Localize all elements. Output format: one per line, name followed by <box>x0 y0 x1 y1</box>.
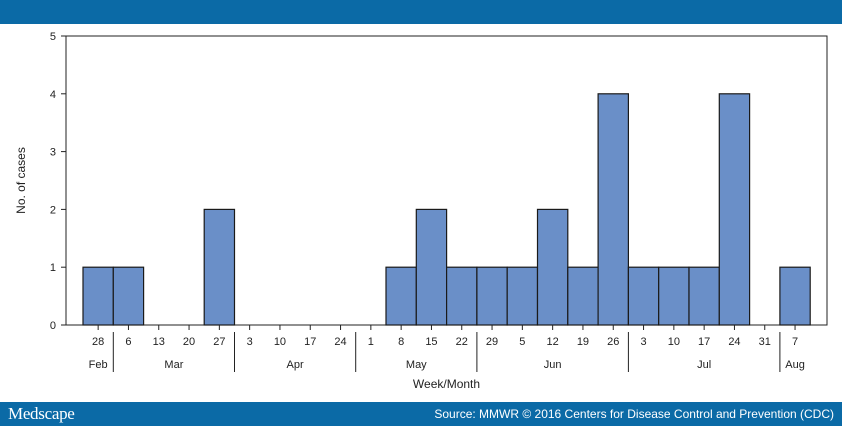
bar[interactable] <box>82 266 114 326</box>
source-credit: Source: MMWR © 2016 Centers for Disease … <box>434 407 834 421</box>
top-banner <box>0 0 842 24</box>
bar[interactable] <box>779 266 811 326</box>
y-tick-label: 3 <box>50 147 56 159</box>
x-tick-label: 29 <box>486 336 498 348</box>
bar[interactable] <box>112 266 145 326</box>
x-tick-label: 5 <box>519 336 525 348</box>
x-tick-label: 27 <box>213 336 225 348</box>
bar[interactable] <box>627 266 660 326</box>
footer-bar: Medscape Source: MMWR © 2016 Centers for… <box>0 402 842 426</box>
x-tick-label: 6 <box>125 336 131 348</box>
y-tick-label: 0 <box>50 320 56 332</box>
y-tick-label: 4 <box>50 89 56 101</box>
bar[interactable] <box>718 93 751 326</box>
x-tick-label: 19 <box>577 336 589 348</box>
month-label: Apr <box>287 359 304 371</box>
y-tick-label: 1 <box>50 262 56 274</box>
month-label: Mar <box>164 359 183 371</box>
x-tick-label: 15 <box>425 336 437 348</box>
month-label: May <box>406 359 427 371</box>
bar[interactable] <box>506 266 539 326</box>
x-tick-label: 10 <box>668 336 680 348</box>
y-tick-label: 2 <box>50 204 56 216</box>
bar[interactable] <box>476 266 508 326</box>
x-tick-label: 1 <box>368 336 374 348</box>
x-tick-label: 26 <box>607 336 619 348</box>
bar[interactable] <box>597 93 629 326</box>
x-tick-label: 28 <box>92 336 104 348</box>
bar[interactable] <box>567 266 599 326</box>
bar[interactable] <box>658 266 690 326</box>
x-tick-label: 10 <box>274 336 286 348</box>
x-tick-label: 3 <box>247 336 253 348</box>
y-axis-title: No. of cases <box>14 147 28 214</box>
bar[interactable] <box>385 266 417 326</box>
month-label: Jun <box>544 359 562 371</box>
x-axis-title: Week/Month <box>413 377 480 391</box>
x-tick-label: 8 <box>398 336 404 348</box>
bar[interactable] <box>446 266 478 326</box>
month-label: Feb <box>89 359 108 371</box>
bar[interactable] <box>415 208 448 326</box>
x-tick-label: 13 <box>153 336 165 348</box>
bar[interactable] <box>536 208 569 326</box>
x-tick-label: 20 <box>183 336 195 348</box>
month-label: Jul <box>697 359 711 371</box>
y-tick-label: 5 <box>50 31 56 43</box>
x-tick-label: 17 <box>698 336 710 348</box>
bar[interactable] <box>203 208 236 326</box>
x-tick-label: 31 <box>759 336 771 348</box>
x-tick-label: 7 <box>792 336 798 348</box>
month-label: Aug <box>785 359 805 371</box>
x-tick-label: 24 <box>334 336 346 348</box>
x-tick-label: 22 <box>456 336 468 348</box>
medscape-logo[interactable]: Medscape <box>8 404 75 423</box>
x-tick-label: 3 <box>640 336 646 348</box>
x-tick-label: 17 <box>304 336 316 348</box>
x-tick-label: 12 <box>547 336 559 348</box>
bar[interactable] <box>688 266 720 326</box>
x-tick-label: 24 <box>728 336 740 348</box>
